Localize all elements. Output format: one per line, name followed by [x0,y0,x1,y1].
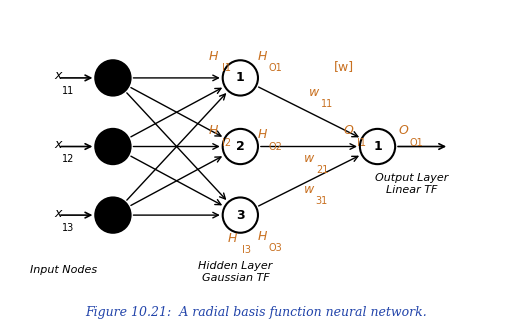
Circle shape [95,60,131,96]
Text: Output Layer: Output Layer [375,173,448,183]
Text: 21: 21 [316,165,328,175]
Text: O: O [398,124,408,137]
Text: 13: 13 [62,223,74,233]
Text: Figure 10.21:  A radial basis function neural network.: Figure 10.21: A radial basis function ne… [86,306,427,319]
Text: 31: 31 [316,196,328,206]
Text: x: x [54,70,62,82]
Text: 12: 12 [62,154,74,164]
Text: H: H [257,128,267,141]
Circle shape [223,197,258,233]
Text: Gaussian TF: Gaussian TF [202,273,269,283]
Text: x: x [54,207,62,220]
Text: 1: 1 [236,71,245,84]
Text: H: H [228,232,237,245]
Text: 11: 11 [321,99,333,109]
Text: H: H [257,230,267,243]
Text: H: H [257,50,267,63]
Text: I1: I1 [358,137,366,147]
Text: [w]: [w] [333,60,353,73]
Text: O1: O1 [269,63,283,73]
Text: I3: I3 [242,245,251,255]
Text: w: w [309,86,319,99]
Text: O3: O3 [269,243,283,253]
Text: O: O [343,124,353,137]
Text: Input Nodes: Input Nodes [30,265,97,275]
Text: Hidden Layer: Hidden Layer [198,261,272,271]
Text: 3: 3 [236,209,245,222]
Circle shape [95,129,131,164]
Text: w: w [304,183,314,196]
Text: 2: 2 [236,140,245,153]
Circle shape [223,60,258,96]
Circle shape [223,129,258,164]
Text: w: w [304,152,314,165]
Text: I1: I1 [222,63,231,73]
Text: x: x [54,138,62,151]
Text: 1: 1 [373,140,382,153]
Text: O2: O2 [269,141,283,152]
Text: 11: 11 [62,86,74,96]
Text: O1: O1 [410,137,424,147]
Text: Linear TF: Linear TF [386,185,438,194]
Text: I2: I2 [222,137,231,147]
Circle shape [360,129,395,164]
Circle shape [95,197,131,233]
Text: H: H [208,50,218,63]
Text: H: H [208,124,218,137]
